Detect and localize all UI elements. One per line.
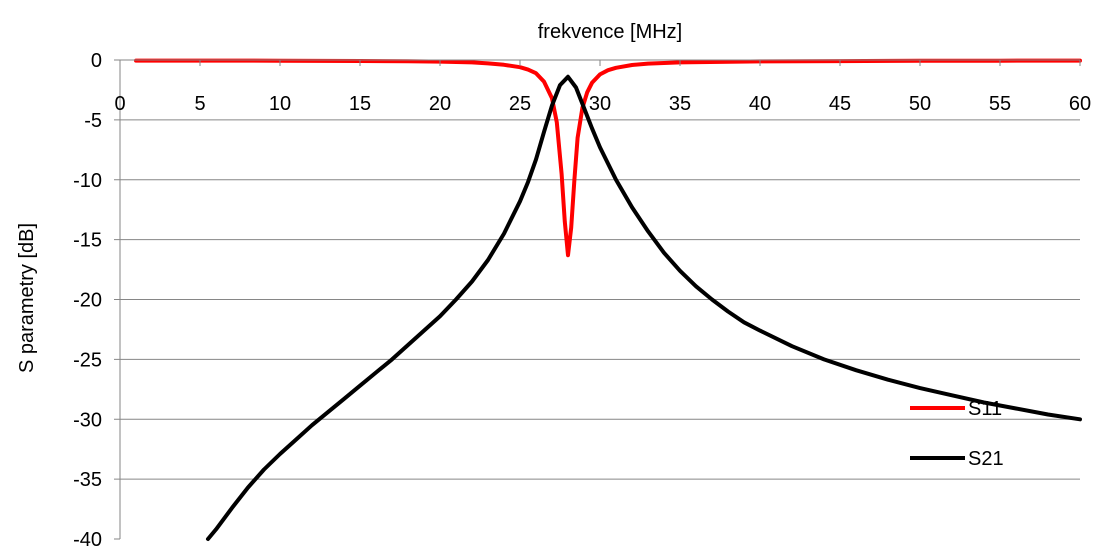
legend-label-s21: S21 xyxy=(968,448,1004,470)
y-tick-label: -15 xyxy=(73,230,102,252)
x-tick-label: 20 xyxy=(429,93,451,115)
legend: S11 S21 xyxy=(910,398,1004,470)
x-axis-title: frekvence [MHz] xyxy=(538,21,682,43)
series-layer xyxy=(134,58,1082,541)
x-tick-label: 60 xyxy=(1069,93,1091,115)
y-axis-title: S parametry [dB] xyxy=(16,223,38,373)
y-tick-label: 0 xyxy=(91,50,102,72)
x-tick-label: 55 xyxy=(989,93,1011,115)
x-tick-label: 0 xyxy=(114,93,125,115)
x-tick-label: 30 xyxy=(589,93,611,115)
y-tick-label: -10 xyxy=(73,170,102,192)
y-tick-label: -30 xyxy=(73,409,102,431)
x-tick-label: 25 xyxy=(509,93,531,115)
axis-layer xyxy=(114,59,1081,540)
y-tick-label: -20 xyxy=(73,290,102,312)
y-tick-label: -5 xyxy=(84,110,102,132)
x-tick-label: 40 xyxy=(749,93,771,115)
x-tick-label: 15 xyxy=(349,93,371,115)
y-tick-label: -25 xyxy=(73,349,102,371)
label-layer: 0 -5 -10 -15 -20 -25 -30 -35 -40 0 5 10 15 20 25 30 35 40… xyxy=(73,50,1091,546)
series-line-s11 xyxy=(134,58,1082,258)
y-tick-label: -40 xyxy=(73,529,102,546)
x-tick-label: 50 xyxy=(909,93,931,115)
x-tick-label: 10 xyxy=(269,93,291,115)
x-tick-label: 35 xyxy=(669,93,691,115)
series-line-s21 xyxy=(206,74,1082,541)
x-tick-label: 45 xyxy=(829,93,851,115)
legend-label-s11: S11 xyxy=(968,398,1002,420)
x-tick-label: 5 xyxy=(194,93,205,115)
grid-layer xyxy=(120,119,1080,480)
y-tick-label: -35 xyxy=(73,469,102,491)
